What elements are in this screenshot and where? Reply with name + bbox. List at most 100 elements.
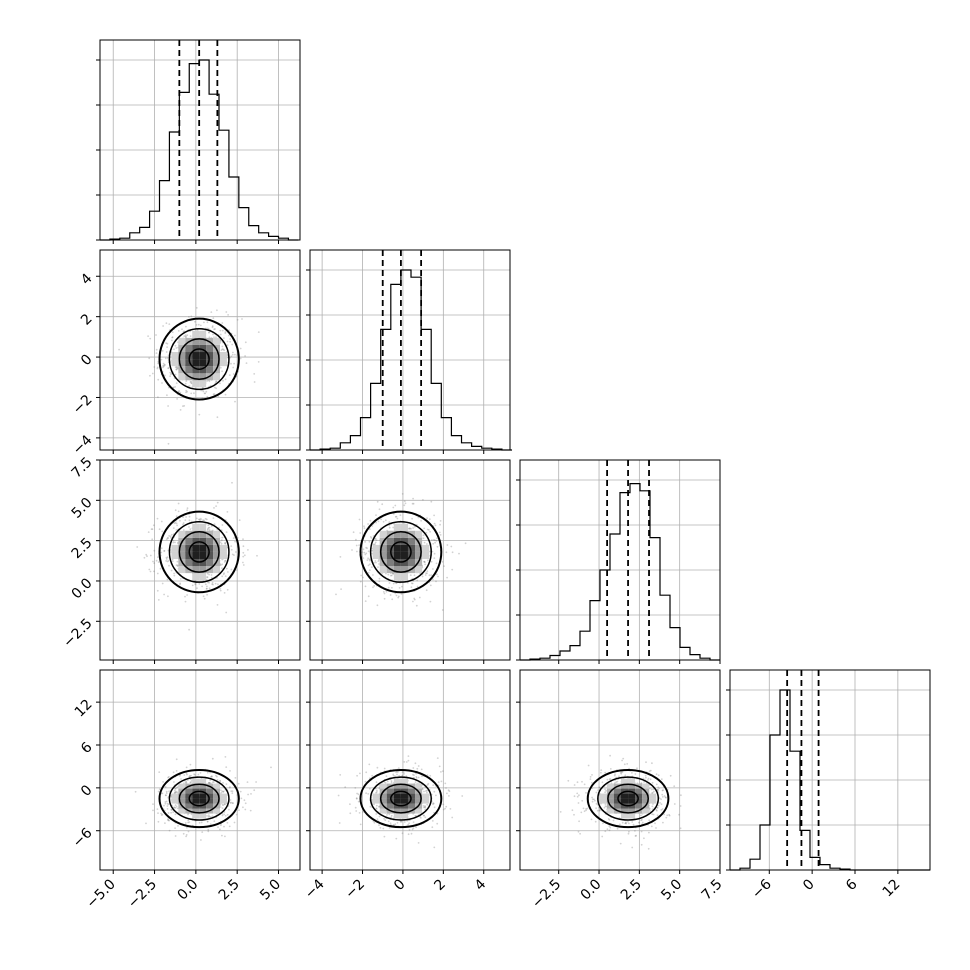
scatter-point-2-0-339 (165, 538, 168, 541)
scatter-point-2-0-12 (174, 541, 176, 544)
scatter-point-3-1-444 (436, 757, 439, 759)
scatter-point-2-0-374 (175, 522, 178, 525)
scatter-point-1-0-240 (149, 374, 151, 377)
scatter-point-2-0-256 (219, 564, 222, 567)
density-cell-3-1-0--3 (400, 808, 408, 814)
density-cell-1-0--3--3 (178, 373, 186, 381)
scatter-point-2-1-166 (411, 582, 414, 585)
scatter-point-3-1-557 (424, 806, 426, 808)
scatter-point-3-0-479 (206, 820, 209, 823)
density-cell-2-1-0-0 (400, 544, 408, 552)
scatter-point-1-0-284 (155, 348, 158, 351)
scatter-point-3-1-238 (407, 823, 409, 826)
scatter-point-3-1-74 (382, 827, 385, 830)
density-cell-2-0--2-0 (185, 544, 193, 552)
scatter-point-2-0-551 (166, 560, 169, 563)
scatter-point-2-0-464 (194, 583, 197, 586)
scatter-point-3-2-314 (621, 759, 623, 762)
scatter-point-3-2-320 (603, 806, 606, 809)
scatter-point-3-2-384 (596, 809, 599, 812)
scatter-point-2-1-404 (367, 595, 370, 598)
scatter-point-3-2-108 (641, 821, 644, 824)
scatter-point-1-0-15 (222, 348, 225, 351)
scatter-point-2-1-369 (430, 500, 433, 503)
scatter-point-2-0-306 (173, 572, 176, 575)
scatter-point-1-0-188 (220, 349, 223, 351)
contour-1-0-0 (188, 348, 210, 370)
scatter-point-3-1-184 (384, 781, 387, 784)
scatter-point-3-0-408 (217, 826, 219, 828)
scatter-point-3-1-344 (401, 774, 404, 777)
scatter-point-3-2-199 (598, 786, 601, 789)
scatter-point-3-0-163 (152, 809, 154, 812)
density-cell-2-0--1--2 (192, 558, 200, 567)
scatter-point-1-0-151 (167, 367, 170, 370)
scatter-point-3-1-380 (401, 771, 404, 773)
scatter-point-2-1-31 (394, 592, 397, 595)
scatter-point-3-1-574 (392, 823, 395, 826)
scatter-point-3-2-2 (573, 784, 576, 786)
scatter-point-2-1-419 (433, 514, 435, 517)
scatter-point-3-2-501 (585, 809, 587, 812)
scatter-point-2-1-144 (388, 582, 391, 584)
scatter-point-1-0-332 (176, 398, 179, 400)
scatter-point-1-0-599 (257, 361, 260, 363)
scatter-point-2-1-588 (401, 493, 404, 495)
scatter-point-1-0-78 (176, 367, 179, 370)
scatter-point-3-2-462 (591, 774, 593, 776)
scatter-point-1-0-61 (203, 392, 206, 395)
panel-0-0 (96, 39, 301, 244)
scatter-point-2-1-350 (413, 525, 416, 528)
scatter-point-3-2-408 (648, 819, 651, 822)
scatter-point-3-1-464 (431, 826, 434, 829)
density-cell-3-2--1--3 (621, 808, 629, 814)
scatter-point-3-2-104 (658, 787, 660, 790)
scatter-point-2-1-227 (366, 559, 369, 562)
scatter-point-3-2-143 (624, 822, 627, 825)
scatter-point-2-0-53 (206, 585, 208, 588)
scatter-point-2-1-411 (387, 573, 390, 576)
density-cell-1-0--1--3 (192, 373, 200, 381)
scatter-point-3-0-229 (246, 781, 249, 783)
contour-2-1-0 (390, 541, 412, 563)
scatter-point-2-1-84 (389, 574, 392, 577)
scatter-point-2-0-32 (194, 583, 197, 585)
scatter-point-1-0-532 (162, 325, 165, 327)
scatter-point-2-1-391 (376, 604, 379, 607)
scatter-point-2-0-146 (236, 569, 238, 571)
scatter-point-3-2-562 (668, 813, 670, 816)
contour-2-0-1 (178, 531, 220, 573)
scatter-point-3-0-235 (233, 821, 236, 824)
scatter-point-3-0-348 (219, 779, 221, 782)
scatter-point-3-0-514 (270, 766, 272, 769)
scatter-point-1-0-199 (196, 329, 199, 332)
scatter-point-3-2-584 (620, 772, 623, 775)
scatter-point-3-1-300 (448, 790, 451, 793)
scatter-point-1-0-177 (175, 347, 178, 349)
scatter-point-2-0-329 (211, 581, 214, 584)
scatter-point-3-2-53 (651, 805, 654, 808)
scatter-point-2-0-493 (199, 517, 202, 520)
scatter-point-2-0-1 (153, 570, 155, 573)
scatter-point-3-0-556 (243, 799, 246, 802)
scatter-point-1-0-75 (226, 344, 229, 346)
scatter-point-3-2-317 (631, 821, 634, 823)
scatter-point-3-0-92 (175, 790, 178, 793)
scatter-point-3-1-349 (389, 822, 392, 825)
scatter-point-3-2-476 (632, 823, 635, 826)
scatter-point-3-0-133 (255, 781, 257, 783)
scatter-point-3-1-209 (379, 826, 382, 829)
scatter-point-2-0-399 (224, 542, 226, 545)
density-cell-3-0-1--1 (206, 798, 214, 804)
scatter-point-2-0-223 (184, 519, 187, 522)
scatter-point-1-0-354 (224, 378, 227, 381)
scatter-point-3-0-185 (184, 781, 187, 784)
scatter-point-2-1-8 (382, 591, 385, 593)
scatter-point-3-0-310 (187, 830, 190, 833)
scatter-point-3-2-297 (647, 777, 650, 780)
scatter-point-3-2-201 (673, 785, 676, 788)
scatter-point-3-1-311 (355, 797, 358, 800)
xtick-label-3-0: −6 (749, 876, 775, 902)
scatter-point-3-0-148 (167, 812, 170, 814)
scatter-point-2-1-448 (423, 560, 426, 563)
